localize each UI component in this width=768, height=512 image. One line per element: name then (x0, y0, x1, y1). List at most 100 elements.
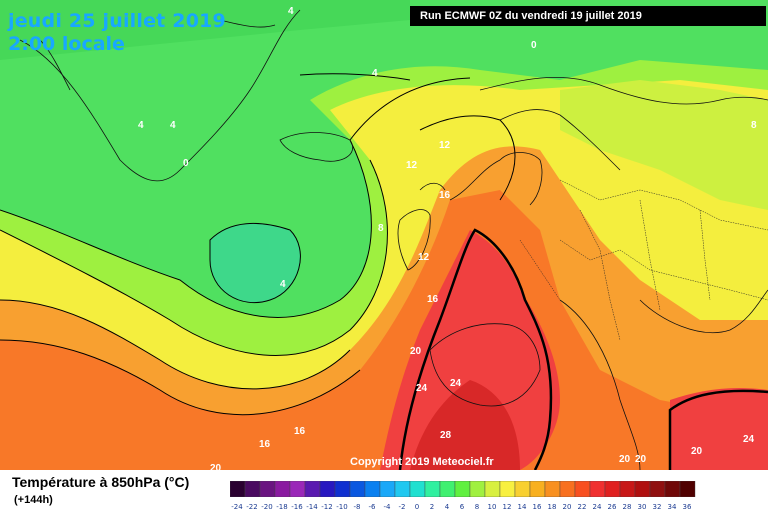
iso-label: 16 (427, 294, 439, 305)
color-scale-swatch (319, 481, 336, 497)
color-scale-swatch (574, 481, 591, 497)
color-scale-tick: 24 (592, 503, 602, 511)
color-scale-tick: 14 (517, 503, 527, 511)
color-scale-swatch (469, 481, 486, 497)
color-scale-swatch (439, 481, 456, 497)
iso-label: 4 (372, 68, 378, 79)
color-scale-swatch (484, 481, 501, 497)
color-scale-tick: -4 (383, 503, 391, 511)
model-run-label: Run ECMWF 0Z du vendredi 19 juillet 2019 (410, 6, 766, 26)
forecast-date: jeudi 25 juillet 2019 (8, 10, 226, 32)
iso-label: 28 (440, 430, 452, 441)
zone-red-east (670, 388, 768, 470)
color-scale-tick: 28 (622, 503, 632, 511)
color-scale-swatch (649, 481, 666, 497)
color-scale-swatch (514, 481, 531, 497)
color-scale-swatch (394, 481, 411, 497)
color-scale-tick: 2 (429, 503, 435, 511)
iso-label: 16 (294, 426, 306, 437)
map-svg: 4 4 4 4 0 0 8 12 12 16 12 16 8 4 20 24 2… (0, 0, 768, 470)
color-scale-tick: -6 (368, 503, 376, 511)
iso-label: 24 (450, 378, 462, 389)
zone-green-north (0, 0, 410, 60)
forecast-time: 2:00 locale (8, 33, 125, 55)
color-scale-tick: 10 (487, 503, 497, 511)
color-scale-swatch (664, 481, 681, 497)
iso-label: 16 (439, 190, 451, 201)
zone-red-iberia (380, 230, 560, 470)
isotherm-labels: 4 4 4 4 0 0 8 12 12 16 12 16 8 4 20 24 2… (138, 6, 757, 470)
color-scale-swatch (529, 481, 546, 497)
iso-label: 24 (743, 434, 755, 445)
color-scale-swatch (619, 481, 636, 497)
color-scale-tick: 26 (607, 503, 617, 511)
iso-label: 0 (183, 158, 189, 169)
color-scale-swatch (334, 481, 351, 497)
color-scale-tick: -12 (321, 503, 333, 511)
isotherm-lines (0, 73, 516, 416)
iso-label: 4 (138, 120, 144, 131)
iso-label: 12 (418, 252, 430, 263)
color-scale-tick: -18 (276, 503, 288, 511)
color-scale-swatch (634, 481, 651, 497)
color-scale-swatch (544, 481, 561, 497)
iso-label: 4 (280, 279, 286, 290)
color-scale (230, 481, 696, 497)
color-scale-tick: 32 (652, 503, 662, 511)
temperature-map[interactable]: 4 4 4 4 0 0 8 12 12 16 12 16 8 4 20 24 2… (0, 0, 768, 470)
color-scale-swatch (604, 481, 621, 497)
color-scale-tick: 34 (667, 503, 677, 511)
iso-label: 4 (170, 120, 176, 131)
iso-label: 4 (288, 6, 294, 17)
color-scale-tick: 8 (474, 503, 480, 511)
color-scale-swatch (364, 481, 381, 497)
color-scale-swatch (454, 481, 471, 497)
iso-label: 20 (619, 454, 631, 465)
iso-label: 8 (751, 120, 757, 131)
zone-darkred-core (410, 380, 520, 470)
color-scale-tick: -14 (306, 503, 318, 511)
color-scale-tick: 36 (682, 503, 692, 511)
color-scale-tick: -10 (336, 503, 348, 511)
zone-deep-orange (0, 190, 768, 470)
iso-label: 0 (531, 40, 537, 51)
color-scale-swatch (289, 481, 306, 497)
color-scale-tick: 30 (637, 503, 647, 511)
zone-cool-atlantic (210, 223, 301, 303)
color-scale-tick: 4 (444, 503, 450, 511)
copyright-text: Copyright 2019 Meteociel.fr (350, 456, 494, 468)
color-scale-swatch (424, 481, 441, 497)
coastlines (19, 9, 768, 470)
color-scale-swatch (679, 481, 696, 497)
isotherm-thick-lines (398, 228, 768, 470)
color-scale-tick: -24 (231, 503, 243, 511)
iso-label: 20 (691, 446, 703, 457)
iso-label: 20 (410, 346, 422, 357)
iso-label: 20 (210, 463, 222, 470)
iso-label: 8 (378, 223, 384, 234)
color-scale-tick: 22 (577, 503, 587, 511)
variable-title: Température à 850hPa (°C) (12, 474, 190, 490)
color-scale-tick: 16 (532, 503, 542, 511)
borders (519, 179, 768, 341)
zone-scandinavia (560, 80, 768, 210)
color-scale-tick: -16 (291, 503, 303, 511)
color-scale-swatch (274, 481, 291, 497)
iso-label: 12 (406, 160, 418, 171)
color-scale-tick: -8 (353, 503, 361, 511)
color-scale-swatch (230, 481, 246, 497)
color-scale-swatch (259, 481, 276, 497)
color-scale-swatch (499, 481, 516, 497)
color-scale-tick: 6 (459, 503, 465, 511)
iso-label: 16 (259, 439, 271, 450)
color-scale-tick: -2 (398, 503, 406, 511)
color-scale-swatch (589, 481, 606, 497)
color-scale-tick: 12 (502, 503, 512, 511)
color-scale-swatch (349, 481, 366, 497)
iso-label: 24 (416, 383, 428, 394)
color-scale-swatch (409, 481, 426, 497)
color-scale-tick: 0 (414, 503, 420, 511)
color-scale-swatch (559, 481, 576, 497)
color-scale-tick: 20 (562, 503, 572, 511)
